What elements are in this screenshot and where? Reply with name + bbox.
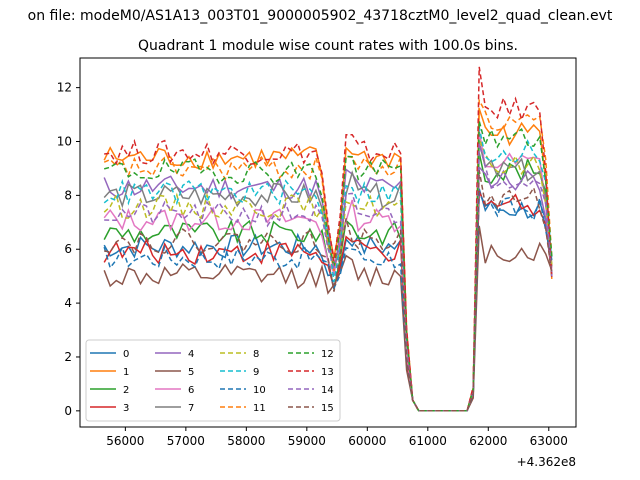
- x-tick-label: 56000: [106, 434, 144, 448]
- y-tick-label: 2: [64, 350, 72, 364]
- y-axis: 0 2 4 6 8 10 12: [57, 81, 80, 418]
- legend-label-15: 15: [321, 403, 334, 414]
- series-line-15: [104, 170, 553, 412]
- chart-title: Quadrant 1 module wise count rates with …: [138, 38, 518, 54]
- y-tick-label: 4: [64, 296, 72, 310]
- x-tick-label: 60000: [348, 434, 386, 448]
- x-axis: 56000 57000 58000 59000 60000 61000 62000 63000: [106, 427, 568, 448]
- x-tick-label: 63000: [530, 434, 568, 448]
- legend-label-11: 11: [253, 403, 266, 414]
- legend-label-5: 5: [188, 367, 194, 378]
- legend-label-7: 7: [188, 403, 194, 414]
- y-tick-label: 0: [64, 404, 72, 418]
- legend-label-9: 9: [253, 367, 259, 378]
- y-tick-label: 10: [57, 134, 72, 148]
- x-tick-label: 58000: [227, 434, 265, 448]
- y-tick-label: 12: [57, 81, 72, 95]
- chart-suptitle: on file: modeM0/AS1A13_003T01_9000005902…: [28, 8, 613, 24]
- legend-label-10: 10: [253, 385, 266, 396]
- legend-label-0: 0: [123, 349, 129, 360]
- series-line-12: [103, 120, 553, 412]
- legend-label-12: 12: [321, 349, 334, 360]
- legend-label-1: 1: [123, 367, 129, 378]
- legend-label-3: 3: [123, 403, 129, 414]
- x-offset-label: +4.362e8: [517, 455, 576, 469]
- x-tick-label: 61000: [409, 434, 447, 448]
- legend-label-6: 6: [188, 385, 194, 396]
- x-tick-label: 59000: [288, 434, 326, 448]
- legend-label-8: 8: [253, 349, 259, 360]
- legend-box: [85, 339, 341, 422]
- x-tick-label: 57000: [167, 434, 205, 448]
- legend-label-14: 14: [321, 385, 334, 396]
- legend-label-4: 4: [188, 349, 194, 360]
- plot-frame: [79, 57, 577, 428]
- legend-label-2: 2: [123, 385, 129, 396]
- series-layer: [103, 66, 553, 412]
- y-tick-label: 6: [64, 242, 72, 256]
- legend-label-13: 13: [321, 367, 334, 378]
- x-tick-label: 62000: [469, 434, 507, 448]
- y-tick-label: 8: [64, 188, 72, 202]
